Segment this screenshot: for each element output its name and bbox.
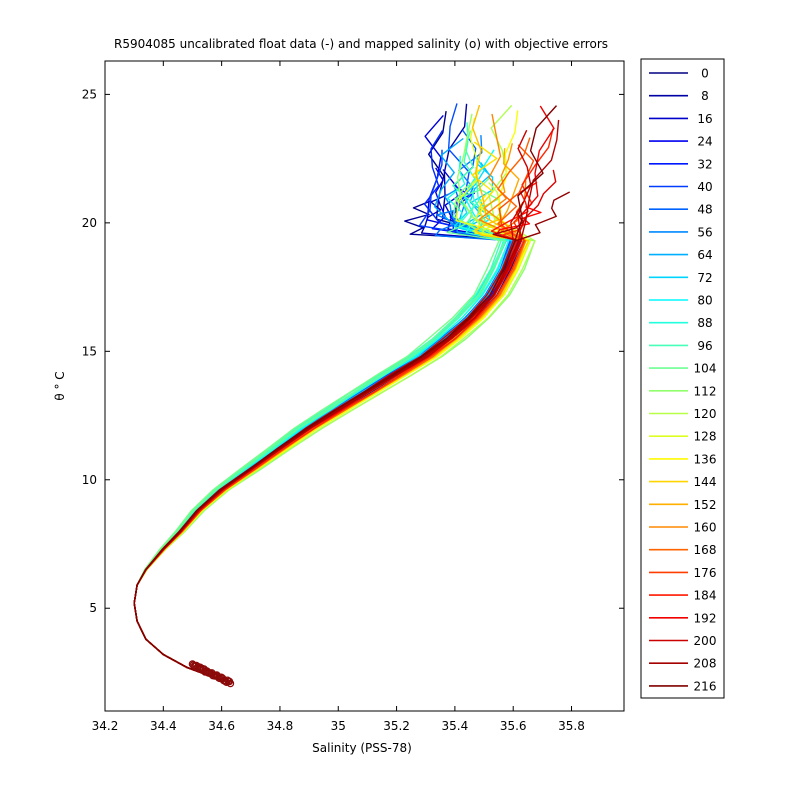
mapped-salinity-markers <box>188 660 235 688</box>
legend-label: 104 <box>694 362 717 376</box>
y-tick-label: 10 <box>82 473 97 487</box>
y-axis-label: θ ° C <box>53 371 67 400</box>
mapped-salinity-marker <box>220 676 229 685</box>
y-axis-ticks: 5 10 15 20 25 <box>82 87 624 615</box>
legend: 0 8 16 24 32 40 48 56 64 72 80 88 96 104 112 120 128 136 1… <box>640 58 725 699</box>
x-tick-label: 35.6 <box>500 719 527 733</box>
plot-frame <box>104 60 625 712</box>
legend-label: 168 <box>694 543 717 557</box>
legend-label: 56 <box>697 225 712 239</box>
legend-label: 152 <box>694 498 717 512</box>
legend-label: 200 <box>694 634 717 648</box>
legend-label: 208 <box>694 657 717 671</box>
y-tick-label: 15 <box>82 344 97 358</box>
legend-label: 112 <box>694 384 717 398</box>
legend-label: 32 <box>697 157 712 171</box>
legend-label: 16 <box>697 112 712 126</box>
legend-label: 160 <box>694 521 717 535</box>
legend-label: 72 <box>697 271 712 285</box>
mapped-salinity-marker <box>213 672 222 681</box>
legend-label: 8 <box>701 89 709 103</box>
legend-label: 144 <box>694 475 717 489</box>
y-tick-label: 25 <box>82 87 97 101</box>
y-tick-label: 20 <box>82 216 97 230</box>
legend-label: 48 <box>697 203 712 217</box>
mapped-salinity-marker <box>226 679 235 688</box>
legend-label: 192 <box>694 611 717 625</box>
chart-title: R5904085 uncalibrated float data (-) and… <box>114 37 608 51</box>
x-tick-label: 35.4 <box>442 719 469 733</box>
legend-entries: 0 8 16 24 32 40 48 56 64 72 80 88 96 104 112 120 128 136 1… <box>649 67 717 693</box>
legend-label: 40 <box>697 180 712 194</box>
x-tick-label: 35.2 <box>383 719 410 733</box>
legend-label: 128 <box>694 430 717 444</box>
legend-label: 0 <box>701 67 709 81</box>
x-tick-label: 34.8 <box>267 719 294 733</box>
legend-label: 96 <box>697 339 712 353</box>
profile-line <box>133 105 558 681</box>
x-tick-label: 34.4 <box>150 719 177 733</box>
x-axis-ticks: 34.2 34.4 34.6 34.8 35 35.2 35.4 35.6 35.8 <box>92 61 585 733</box>
legend-label: 136 <box>694 452 717 466</box>
plot-area: 34.2 34.4 34.6 34.8 35 35.2 35.4 35.6 35.8 5 10 15… <box>82 60 625 733</box>
legend-label: 88 <box>697 316 712 330</box>
x-axis-label: Salinity (PSS-78) <box>312 741 412 755</box>
x-tick-label: 35.8 <box>558 719 585 733</box>
legend-label: 216 <box>694 679 717 693</box>
legend-label: 184 <box>694 589 717 603</box>
y-tick-label: 5 <box>89 601 97 615</box>
x-tick-label: 35 <box>331 719 346 733</box>
legend-box <box>640 58 725 699</box>
x-tick-label: 34.6 <box>208 719 235 733</box>
profile-lines <box>133 103 571 681</box>
legend-label: 64 <box>697 248 712 262</box>
legend-label: 80 <box>697 294 712 308</box>
legend-label: 120 <box>694 407 717 421</box>
legend-label: 24 <box>697 135 712 149</box>
legend-label: 176 <box>694 566 717 580</box>
x-tick-label: 34.2 <box>92 719 119 733</box>
